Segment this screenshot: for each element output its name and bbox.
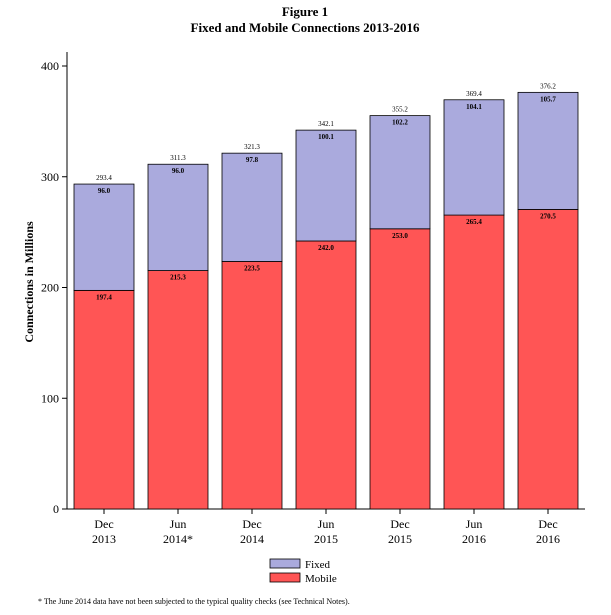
data-label-mobile: 242.0 bbox=[318, 244, 334, 252]
x-tick-label-year: 2014* bbox=[163, 532, 193, 546]
bar-fixed bbox=[295, 129, 357, 242]
x-tick-label: Dec bbox=[538, 517, 557, 531]
chart-title-line1: Figure 1 bbox=[282, 4, 328, 19]
y-axis-label: Connections in Millions bbox=[22, 221, 36, 343]
x-tick-label-year: 2016 bbox=[462, 532, 486, 546]
data-label-total: 369.4 bbox=[466, 90, 482, 98]
bar-fixed bbox=[73, 183, 135, 291]
x-tick-label-year: 2013 bbox=[92, 532, 116, 546]
data-label-mobile: 270.5 bbox=[540, 212, 556, 220]
x-tick-label: Dec bbox=[94, 517, 113, 531]
x-tick-label-year: 2016 bbox=[536, 532, 560, 546]
y-tick-label: 300 bbox=[41, 170, 59, 184]
data-label-mobile: 197.4 bbox=[96, 293, 112, 301]
data-label-total: 376.2 bbox=[540, 82, 556, 90]
data-label-fixed: 104.1 bbox=[466, 103, 482, 111]
bar-mobile bbox=[517, 209, 579, 510]
chart-title-line2: Fixed and Mobile Connections 2013-2016 bbox=[191, 20, 420, 35]
bar-fixed bbox=[369, 115, 431, 230]
x-tick-label-year: 2015 bbox=[388, 532, 412, 546]
x-tick-label: Jun bbox=[466, 517, 483, 531]
y-tick-label: 0 bbox=[53, 502, 59, 516]
x-tick-label-year: 2014 bbox=[240, 532, 264, 546]
y-tick-label: 100 bbox=[41, 391, 59, 405]
data-label-fixed: 100.1 bbox=[318, 133, 334, 141]
bar-fixed bbox=[221, 152, 283, 262]
bar-mobile bbox=[295, 240, 357, 510]
bar-mobile bbox=[369, 228, 431, 510]
data-label-mobile: 215.3 bbox=[170, 274, 186, 282]
data-label-total: 293.4 bbox=[96, 174, 112, 182]
data-label-mobile: 223.5 bbox=[244, 264, 260, 272]
x-tick-label: Jun bbox=[170, 517, 187, 531]
data-label-fixed: 97.8 bbox=[246, 156, 259, 164]
footnote: * The June 2014 data have not been subje… bbox=[38, 597, 350, 606]
bar-fixed bbox=[147, 163, 209, 271]
data-label-total: 342.1 bbox=[318, 120, 334, 128]
axes: 0100200300400Dec2013Jun2014*Dec2014Jun20… bbox=[41, 52, 585, 546]
data-label-mobile: 253.0 bbox=[392, 232, 408, 240]
data-label-mobile: 265.4 bbox=[466, 218, 482, 226]
data-label-fixed: 102.2 bbox=[392, 119, 408, 127]
bar-mobile bbox=[443, 214, 505, 510]
data-label-total: 311.3 bbox=[170, 154, 186, 162]
legend-label-mobile: Mobile bbox=[305, 573, 337, 585]
data-label-total: 355.2 bbox=[392, 106, 408, 114]
bar-mobile bbox=[221, 261, 283, 510]
bar-mobile bbox=[147, 270, 209, 510]
bar-fixed bbox=[443, 99, 505, 216]
y-tick-label: 400 bbox=[41, 59, 59, 73]
x-tick-label: Jun bbox=[318, 517, 335, 531]
legend-swatch-fixed bbox=[269, 558, 301, 569]
data-label-total: 321.3 bbox=[244, 143, 260, 151]
legend: Fixed Mobile bbox=[269, 558, 337, 585]
x-tick-label: Dec bbox=[242, 517, 261, 531]
x-tick-label: Dec bbox=[390, 517, 409, 531]
data-label-fixed: 96.0 bbox=[172, 167, 185, 175]
bar-fixed bbox=[517, 91, 579, 210]
data-label-fixed: 96.0 bbox=[98, 187, 111, 195]
bars: 197.4 96.0 293.4 215.3 96.0 311.3 223.5 97.8 321… bbox=[73, 82, 579, 510]
bar-mobile bbox=[73, 289, 135, 510]
x-tick-label-year: 2015 bbox=[314, 532, 338, 546]
legend-label-fixed: Fixed bbox=[305, 559, 331, 571]
data-label-fixed: 105.7 bbox=[540, 95, 556, 103]
legend-swatch-mobile bbox=[269, 572, 301, 583]
y-tick-label: 200 bbox=[41, 281, 59, 295]
